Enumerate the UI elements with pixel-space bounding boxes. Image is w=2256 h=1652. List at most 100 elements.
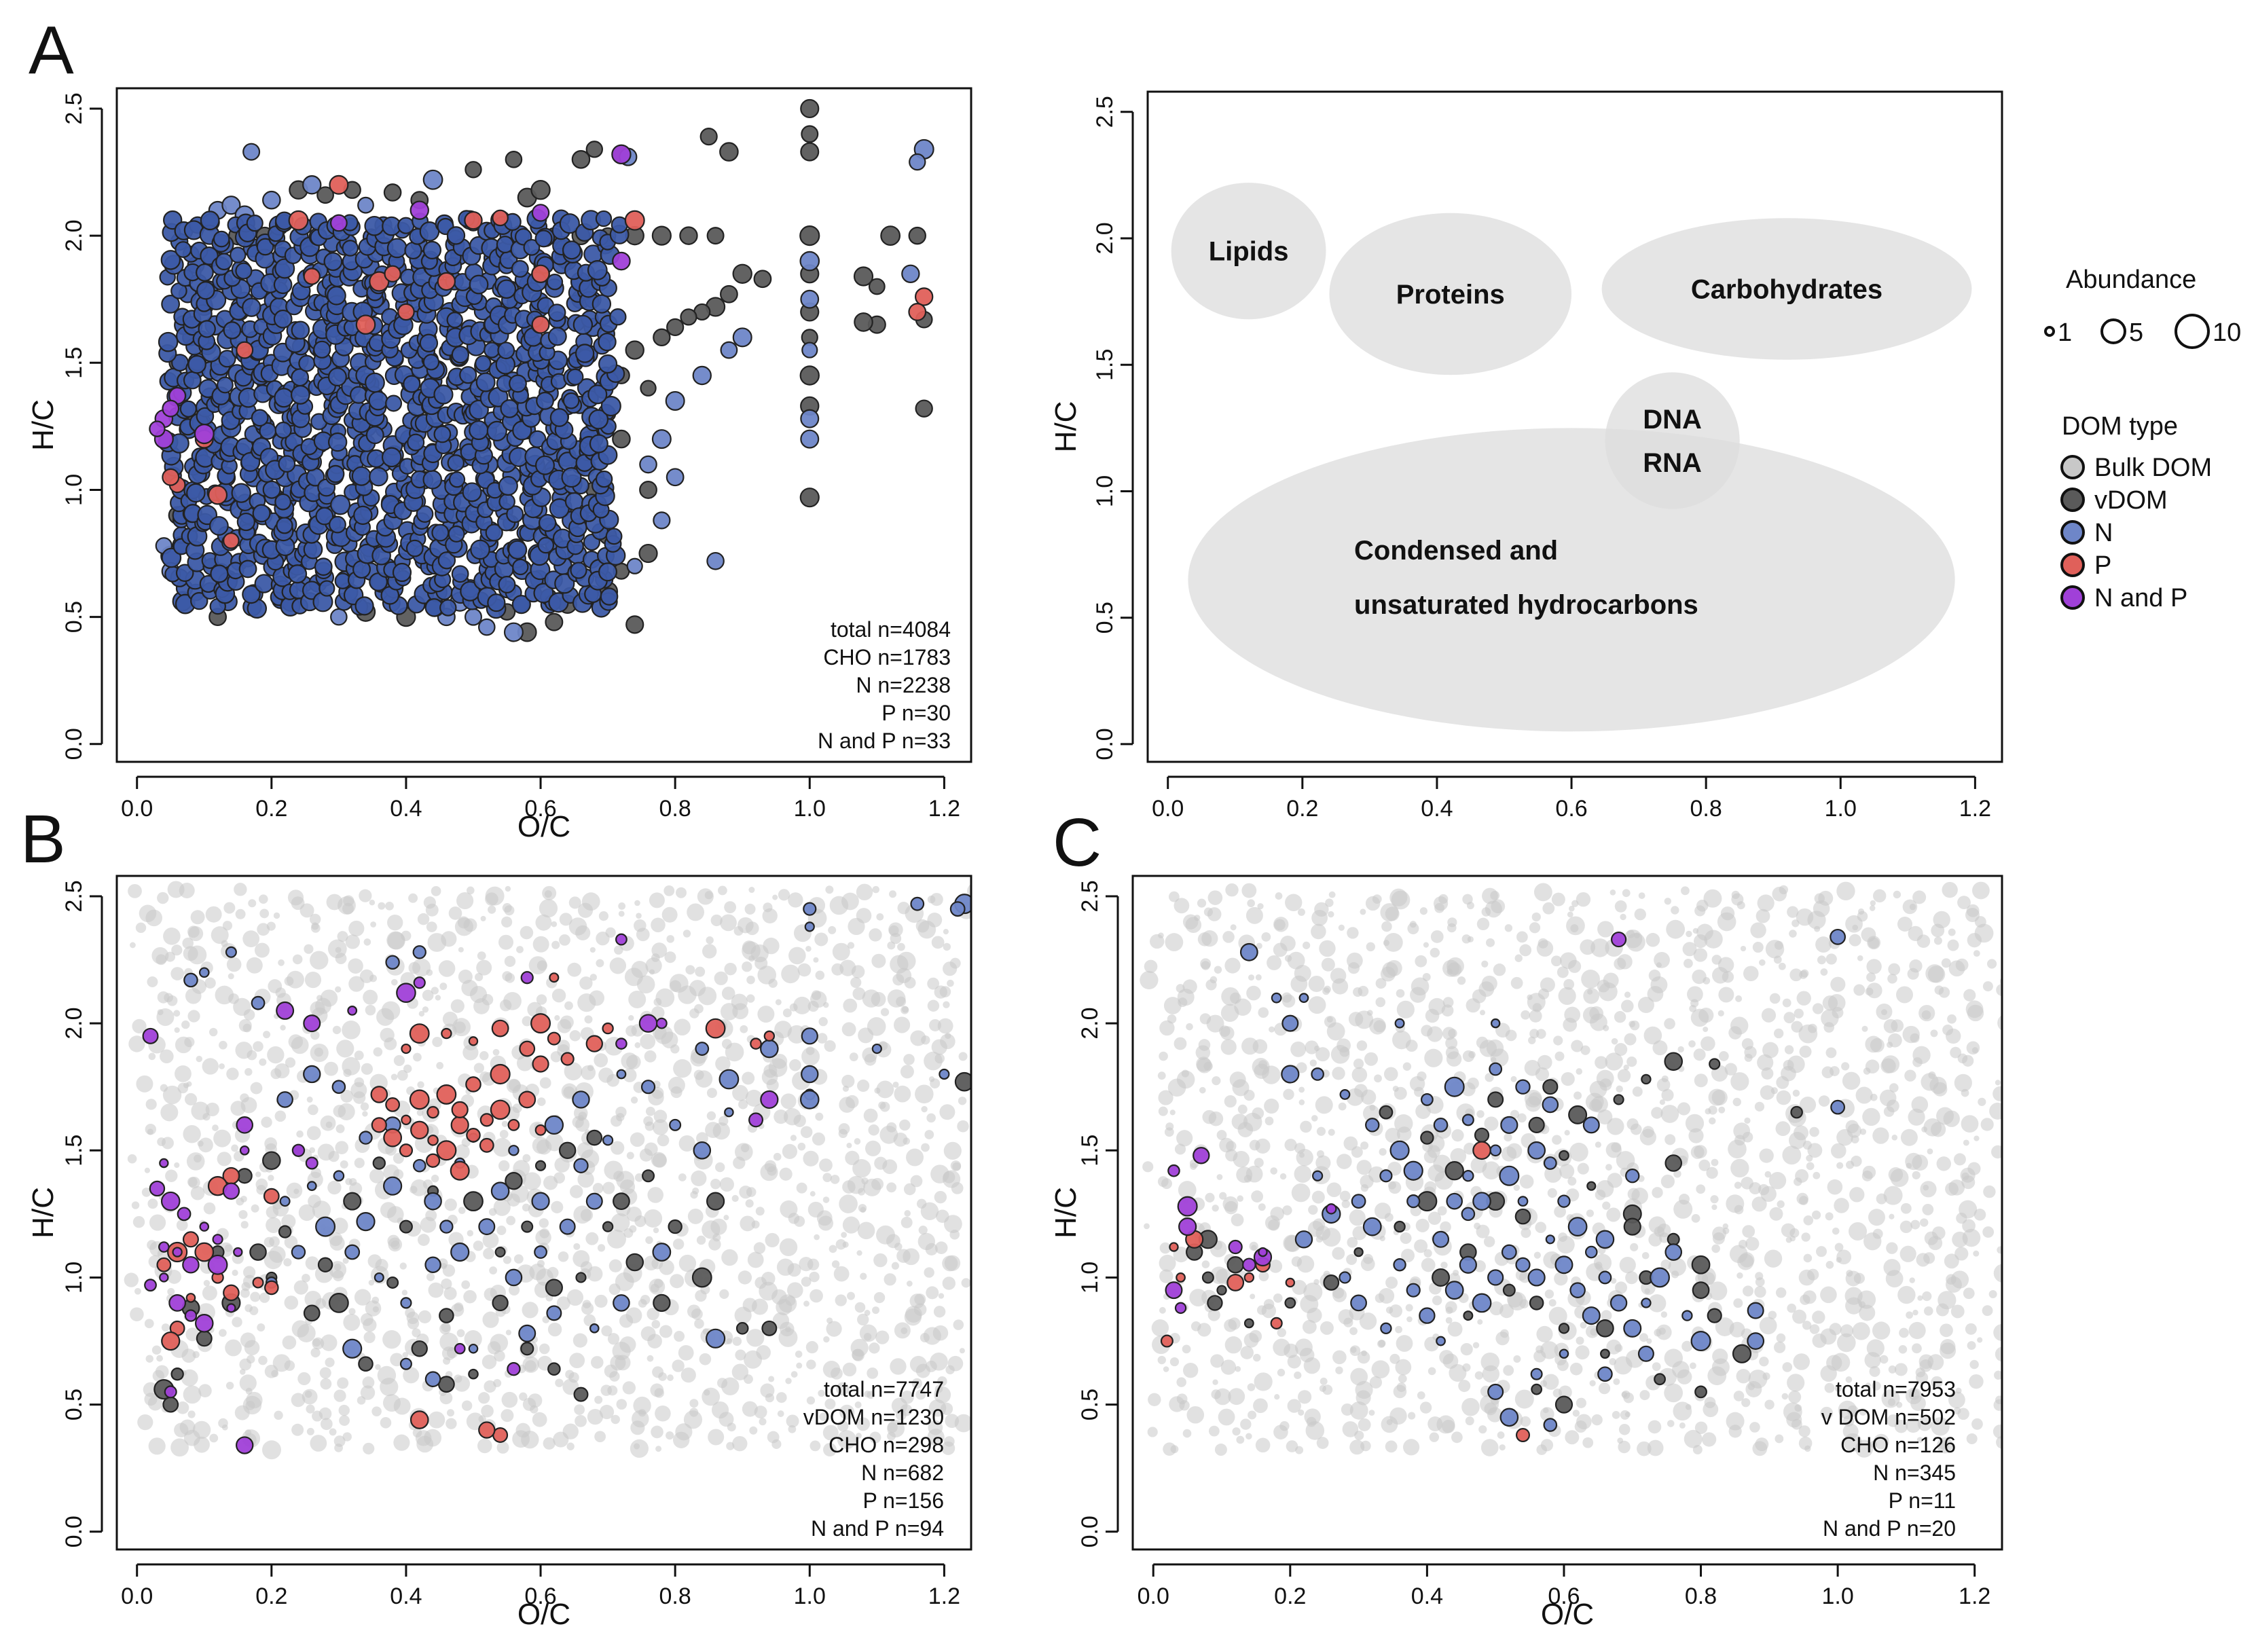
data-point <box>481 1404 494 1418</box>
data-point <box>401 930 412 941</box>
data-point <box>1754 1101 1765 1112</box>
data-point <box>767 1431 780 1444</box>
data-point <box>1717 957 1734 973</box>
data-point <box>1598 1382 1611 1395</box>
data-point <box>208 485 228 505</box>
data-point <box>226 957 242 972</box>
data-point <box>864 1310 871 1316</box>
data-point <box>1445 1317 1453 1324</box>
data-point <box>1611 1038 1618 1045</box>
data-point <box>1505 1029 1517 1042</box>
data-point <box>1602 1201 1611 1210</box>
data-point <box>519 1040 536 1057</box>
data-point <box>1637 1441 1652 1456</box>
data-point <box>148 1437 166 1455</box>
panel-letter-c: C <box>1053 805 1102 881</box>
data-point <box>856 1250 862 1256</box>
data-point <box>1778 962 1786 970</box>
data-point <box>1316 1126 1326 1136</box>
data-point <box>1684 1429 1703 1448</box>
data-point <box>653 1109 668 1123</box>
data-point <box>1282 1205 1292 1215</box>
data-point <box>695 1042 710 1056</box>
data-point <box>170 1438 189 1457</box>
data-point <box>1845 1120 1859 1133</box>
data-point <box>505 885 511 892</box>
data-point <box>427 1135 439 1146</box>
data-point <box>380 1416 392 1429</box>
data-point <box>1886 1242 1898 1254</box>
data-point <box>1214 966 1222 974</box>
data-point <box>1328 891 1336 898</box>
data-point <box>1296 1255 1315 1273</box>
data-point <box>148 1052 156 1061</box>
data-point <box>800 142 820 162</box>
data-point <box>1741 1038 1754 1050</box>
data-point <box>1620 999 1634 1013</box>
abundance-size-1 <box>2044 326 2055 337</box>
data-point <box>1355 1380 1373 1399</box>
data-point <box>387 1206 404 1223</box>
data-point <box>393 1054 405 1067</box>
data-point <box>587 259 608 280</box>
data-point <box>1373 1020 1386 1033</box>
data-point <box>666 1431 674 1440</box>
data-point <box>609 957 627 974</box>
data-point <box>784 1107 801 1126</box>
data-point <box>1421 1258 1436 1272</box>
data-point <box>735 1322 749 1335</box>
data-point <box>778 1327 798 1347</box>
data-point <box>1158 1106 1168 1116</box>
data-point <box>219 1040 228 1050</box>
data-point <box>215 253 233 271</box>
data-point <box>235 262 253 280</box>
data-point <box>424 1371 441 1387</box>
data-point <box>1252 1039 1268 1054</box>
data-point <box>1584 1245 1598 1259</box>
data-point <box>304 1290 322 1308</box>
data-point <box>187 354 206 374</box>
data-point <box>859 1324 877 1342</box>
data-point <box>1237 1122 1254 1137</box>
data-point <box>160 1103 179 1122</box>
data-point <box>419 333 439 352</box>
data-point <box>788 892 803 908</box>
data-point <box>299 903 314 918</box>
data-point <box>1834 1198 1849 1213</box>
data-point <box>1752 942 1764 953</box>
data-point <box>721 987 735 1000</box>
data-point <box>634 919 647 932</box>
data-point <box>175 241 192 258</box>
data-point <box>1648 1420 1662 1434</box>
data-point <box>1932 1226 1946 1240</box>
data-point <box>496 1226 507 1236</box>
data-point <box>213 230 230 248</box>
data-point <box>738 1099 748 1109</box>
data-point <box>145 909 162 927</box>
data-point <box>1355 1010 1374 1029</box>
data-point <box>599 1404 615 1420</box>
data-point <box>536 994 547 1005</box>
data-point <box>1298 1099 1305 1105</box>
data-point <box>504 955 516 968</box>
data-point <box>446 312 463 329</box>
data-point <box>1296 1062 1307 1073</box>
data-point <box>673 1059 692 1078</box>
data-point <box>1427 1211 1442 1225</box>
data-point <box>1294 1371 1302 1380</box>
data-point <box>1450 1148 1467 1164</box>
y-tick-label: 2.0 <box>61 219 87 251</box>
data-point <box>1210 1354 1224 1368</box>
data-point <box>461 1280 471 1289</box>
data-point <box>271 1370 279 1378</box>
data-point <box>1212 1205 1219 1212</box>
data-point <box>284 1360 295 1372</box>
data-point <box>454 1374 462 1383</box>
data-point <box>1392 1030 1411 1050</box>
data-point <box>382 1329 401 1349</box>
data-point <box>1151 1319 1169 1337</box>
data-point <box>1791 1418 1802 1430</box>
y-tick-label: 1.5 <box>61 1135 87 1167</box>
y-tick-label: 0.0 <box>1077 1516 1103 1547</box>
data-point <box>315 507 334 526</box>
